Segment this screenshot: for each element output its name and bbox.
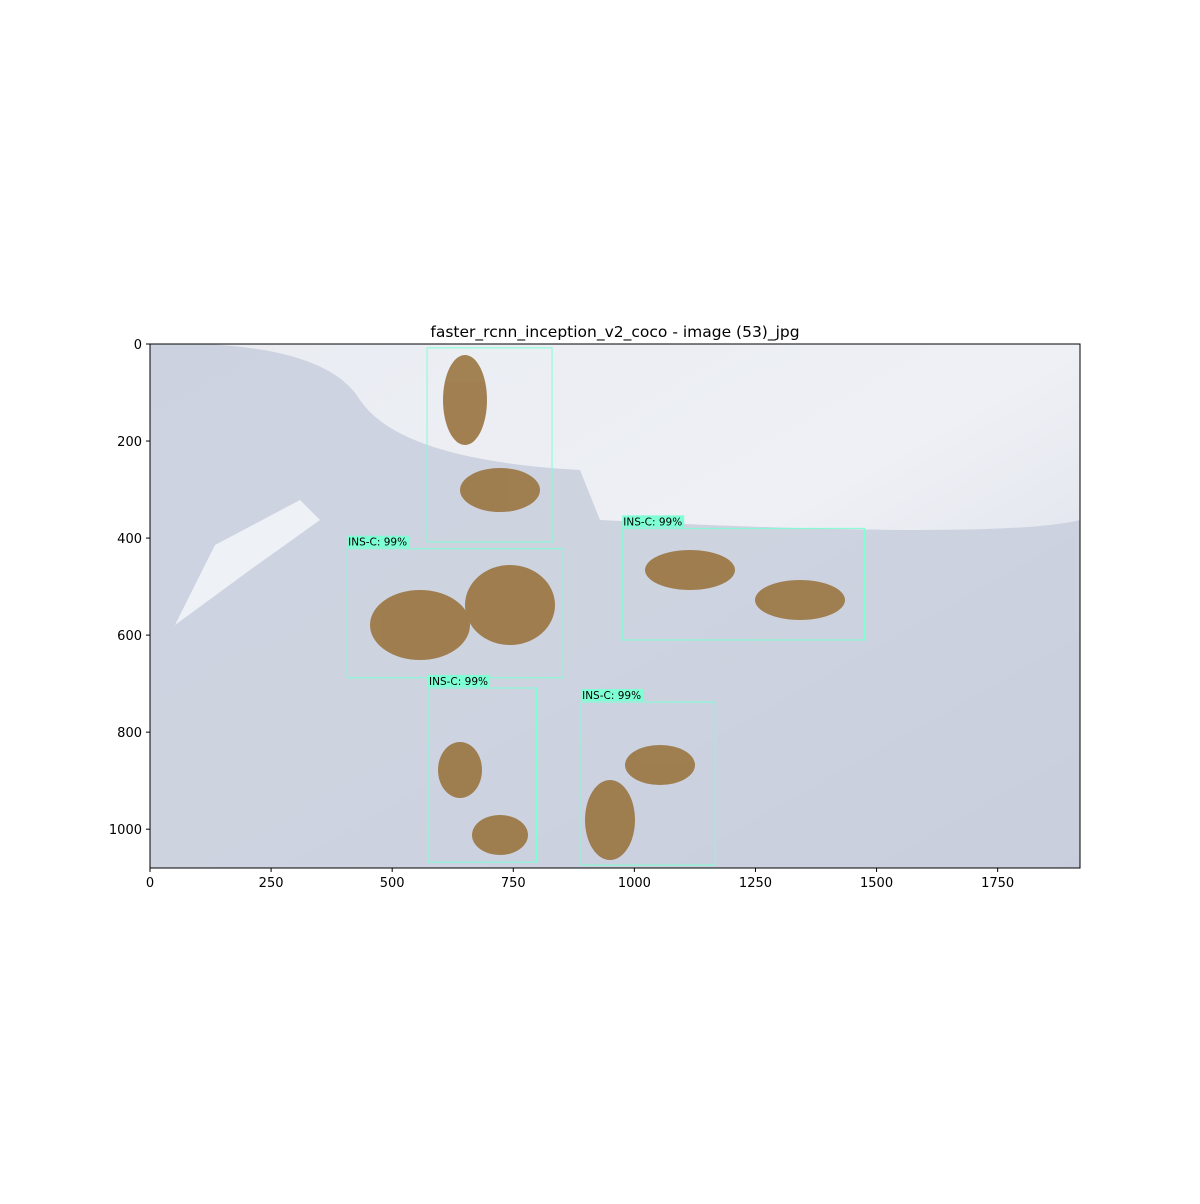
y-tick-label: 1000 bbox=[109, 823, 142, 838]
box-label-bg bbox=[581, 689, 644, 702]
bounding-box bbox=[427, 687, 538, 863]
box-label: INS-C: 99% bbox=[348, 537, 407, 549]
x-tick-label: 250 bbox=[259, 876, 284, 891]
x-tick-label: 0 bbox=[146, 876, 154, 891]
axes-frame bbox=[149, 343, 1081, 869]
chart-title: faster_rcnn_inception_v2_coco - image (5… bbox=[430, 323, 799, 342]
x-tick-label: 500 bbox=[380, 876, 405, 891]
box-label: INS-C: 99% bbox=[582, 690, 641, 702]
bounding-box bbox=[580, 701, 716, 866]
y-tick-label: 600 bbox=[117, 629, 142, 644]
y-tick-label: 0 bbox=[134, 338, 142, 353]
y-tick-label: 200 bbox=[117, 435, 142, 450]
y-tick-label: 800 bbox=[117, 726, 142, 741]
x-tick-label: 1500 bbox=[860, 876, 893, 891]
photo bbox=[150, 344, 1080, 868]
x-tick-label: 750 bbox=[501, 876, 526, 891]
box-label-bg bbox=[428, 674, 490, 687]
bounding-box bbox=[621, 527, 865, 641]
y-tick-label: 400 bbox=[117, 532, 142, 547]
box-label-bg bbox=[622, 515, 685, 528]
x-tick-label: 1000 bbox=[618, 876, 651, 891]
x-tick-label: 1250 bbox=[739, 876, 772, 891]
box-label: INS-C: 99% bbox=[623, 516, 682, 528]
box-label-bg bbox=[347, 535, 410, 548]
bounding-box bbox=[426, 347, 553, 543]
box-label: INS-C: 99% bbox=[429, 676, 488, 688]
x-tick-label: 1750 bbox=[981, 876, 1014, 891]
